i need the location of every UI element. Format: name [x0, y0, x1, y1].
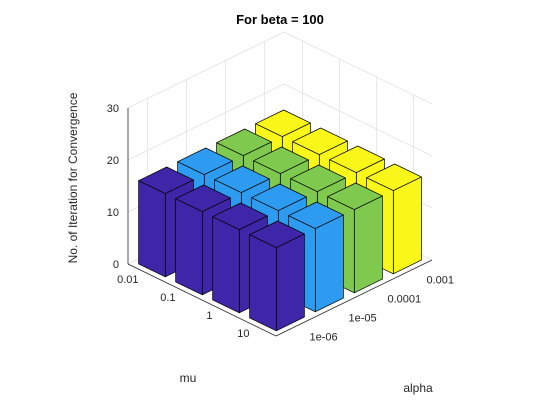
mu-tick-label: 0.1: [160, 292, 175, 304]
bar-side-face: [249, 234, 277, 332]
alpha-tick-label: 0.001: [427, 275, 455, 287]
axis-layer: [127, 108, 433, 337]
z-tick-label: 0: [113, 259, 119, 271]
alpha-tick-label: 0.0001: [388, 294, 422, 306]
bar-top-face: [177, 147, 233, 175]
z-gridline: [127, 83, 433, 161]
chart-title: For beta = 100: [236, 12, 324, 27]
bar-top-face: [216, 128, 272, 156]
bar-front-face: [275, 233, 305, 332]
mu-tick-label: 10: [237, 328, 249, 340]
bar-front-face: [353, 195, 383, 294]
bar-top-face: [249, 220, 305, 248]
bar-top-face: [329, 145, 385, 173]
bar-top-face: [253, 146, 309, 174]
mu-axis-line: [127, 263, 277, 337]
bar-top-face: [214, 165, 270, 193]
tick-layer: 0 10 20 30 0.01 0.1 1 10 1e-06 1e-05 0.0001 0.001: [107, 103, 454, 344]
bar-side-face: [138, 180, 166, 278]
z-axis-label: No. of Iteration for Convergence: [66, 92, 80, 263]
mu-tick-label: 0.01: [117, 274, 138, 286]
bar-side-face: [212, 216, 240, 314]
z-gridline: [127, 31, 433, 109]
z-tick-label: 10: [107, 207, 119, 219]
alpha-tick-label: 1e-05: [349, 313, 377, 325]
x-axis-label: alpha: [403, 381, 433, 395]
bar-top-face: [290, 164, 346, 192]
bar-top-face: [212, 202, 268, 230]
bar-top-face: [327, 182, 383, 210]
bar-top-face: [292, 127, 348, 155]
bars-layer: [138, 109, 422, 332]
alpha-tick-label: 1e-06: [310, 332, 338, 344]
bar-side-face: [175, 198, 203, 296]
bar-front-face: [392, 176, 422, 275]
bar-top-face: [366, 163, 422, 191]
z-tick-label: 20: [107, 155, 119, 167]
z-tick-label: 30: [107, 103, 119, 115]
bar: [249, 220, 305, 332]
bar-front-face: [314, 214, 344, 313]
bar-top-face: [255, 109, 311, 137]
mu-tick-label: 1: [206, 310, 212, 322]
y-axis-label: mu: [180, 371, 197, 385]
bar-top-face: [138, 166, 194, 194]
bar-top-face: [251, 183, 307, 211]
alpha-axis-line: [275, 259, 433, 337]
bar-top-face: [288, 201, 344, 229]
bar-top-face: [175, 184, 231, 212]
